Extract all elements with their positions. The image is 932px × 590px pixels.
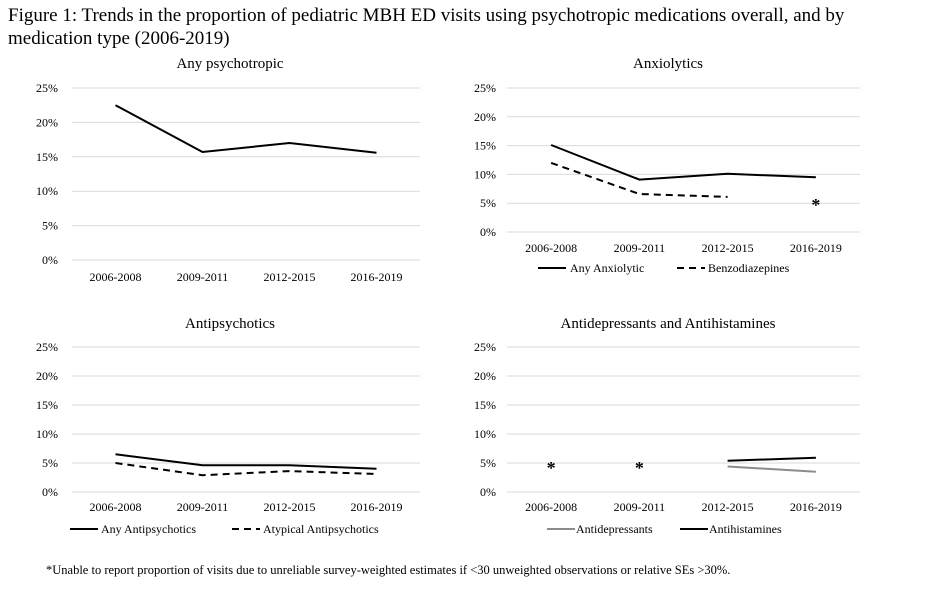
x-tick-label: 2016-2019 <box>790 500 842 514</box>
x-tick-label: 2009-2011 <box>614 500 666 514</box>
x-tick-label: 2006-2008 <box>525 241 577 255</box>
unreliable-estimate-marker: * <box>635 458 644 478</box>
y-tick-label: 25% <box>36 81 58 95</box>
x-tick-label: 2016-2019 <box>790 241 842 255</box>
legend-label: Antihistamines <box>709 522 782 536</box>
legend-label: Benzodiazepines <box>708 261 790 275</box>
y-tick-label: 10% <box>36 427 58 441</box>
y-tick-label: 5% <box>42 219 58 233</box>
series-line-any-antipsychotics <box>115 453 377 470</box>
y-tick-label: 15% <box>36 398 58 412</box>
x-tick-label: 2012-2015 <box>702 500 754 514</box>
y-tick-label: 20% <box>474 369 496 383</box>
y-tick-label: 25% <box>36 340 58 354</box>
unreliable-estimate-marker: * <box>547 458 556 478</box>
y-tick-label: 25% <box>474 81 496 95</box>
y-tick-label: 15% <box>474 139 496 153</box>
y-tick-label: 10% <box>474 167 496 181</box>
x-tick-label: 2009-2011 <box>614 241 666 255</box>
y-tick-label: 0% <box>480 485 496 499</box>
x-tick-label: 2009-2011 <box>177 500 229 514</box>
unreliable-estimate-marker: * <box>811 195 820 215</box>
y-tick-label: 5% <box>480 456 496 470</box>
chart-title: Any psychotropic <box>176 56 283 72</box>
y-tick-label: 5% <box>42 456 58 470</box>
footnote: *Unable to report proportion of visits d… <box>46 563 731 577</box>
figure-title: Figure 1: Trends in the proportion of pe… <box>8 5 845 49</box>
chart-panel-anxiolytics: Anxiolytics 0% 5% 10% 15% 20% 25% 2006-2008 2009… <box>474 56 860 275</box>
y-tick-label: 25% <box>474 340 496 354</box>
chart-panel-antipsychotics: Antipsychotics 0% 5% 10% 15% 20% 25% 2006-2008 2… <box>36 316 420 536</box>
chart-title: Antidepressants and Antihistamines <box>561 316 776 332</box>
series-line-antihistamines <box>727 456 816 462</box>
y-tick-label: 20% <box>474 110 496 124</box>
x-tick-label: 2016-2019 <box>351 500 403 514</box>
chart-title: Anxiolytics <box>633 56 703 72</box>
x-tick-label: 2016-2019 <box>351 270 403 284</box>
x-tick-label: 2012-2015 <box>264 270 316 284</box>
x-tick-label: 2006-2008 <box>90 500 142 514</box>
y-tick-label: 0% <box>42 253 58 267</box>
x-tick-label: 2012-2015 <box>264 500 316 514</box>
legend-label: Antidepressants <box>576 522 653 536</box>
legend-label: Any Antipsychotics <box>101 522 196 536</box>
x-tick-label: 2006-2008 <box>90 270 142 284</box>
y-tick-label: 20% <box>36 369 58 383</box>
x-tick-label: 2009-2011 <box>177 270 229 284</box>
y-tick-label: 15% <box>474 398 496 412</box>
chart-panel-any-psychotropic: Any psychotropic 0% 5% 10% 15% 20% 25% 2006-200… <box>36 56 420 284</box>
x-tick-label: 2006-2008 <box>525 500 577 514</box>
y-tick-label: 0% <box>42 485 58 499</box>
legend-label: Atypical Antipsychotics <box>263 522 379 536</box>
y-tick-label: 10% <box>36 184 58 198</box>
series-line-atypical-antipsychotics <box>115 462 377 477</box>
series-line-any-anxiolytic <box>550 144 816 181</box>
series-line-antidepressants <box>727 465 816 473</box>
y-tick-label: 15% <box>36 150 58 164</box>
legend-label: Any Anxiolytic <box>570 261 644 275</box>
y-tick-label: 20% <box>36 115 58 129</box>
y-tick-label: 5% <box>480 196 496 210</box>
y-tick-label: 10% <box>474 427 496 441</box>
y-tick-label: 0% <box>480 225 496 239</box>
x-tick-label: 2012-2015 <box>702 241 754 255</box>
chart-title: Antipsychotics <box>185 316 275 332</box>
chart-panel-antidepressants-antihistamines: Antidepressants and Antihistamines 0% 5% 10… <box>474 316 860 536</box>
series-line-series-0 <box>115 104 377 154</box>
